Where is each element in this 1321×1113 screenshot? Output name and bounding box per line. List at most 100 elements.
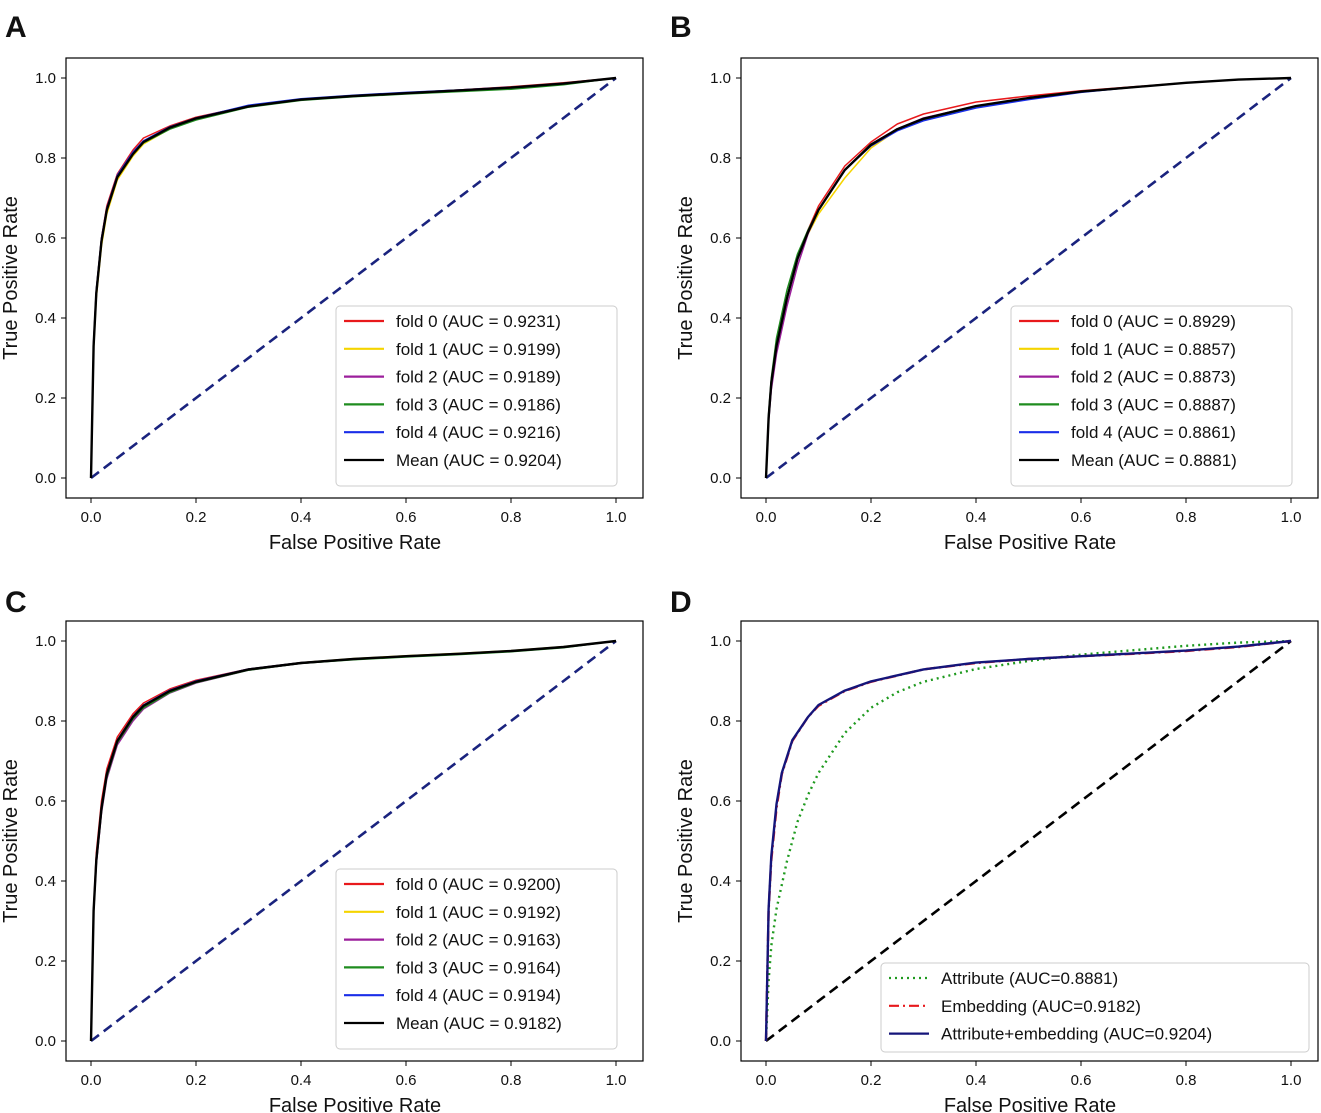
chance-diagonal-line [90, 639, 617, 1043]
legend-label: fold 2 (AUC = 0.9163) [396, 931, 561, 950]
x-tick-label: 0.6 [1071, 1072, 1092, 1089]
x-tick-label: 0.2 [186, 509, 207, 526]
x-tick-label: 0.2 [186, 1072, 207, 1089]
series-line-5 [89, 639, 617, 1042]
legend-label: Attribute+embedding (AUC=0.9204) [941, 1025, 1212, 1044]
legend: Attribute (AUC=0.8881) Embedding (AUC=0.9… [880, 962, 1310, 1053]
legend-label: fold 0 (AUC = 0.9231) [396, 312, 561, 331]
x-tick-label: 0.2 [861, 1072, 882, 1089]
plot-area: 0.0 0.2 0.4 0.6 0.8 1.0 0.0 0.2 0.4 0.6 0.8 1.0 Att… [710, 620, 1319, 1089]
panel-letter: D [670, 586, 692, 619]
y-axis-label: True Positive Rate [675, 759, 697, 923]
panel-d: D 0.0 0.2 0.4 0.6 0.8 1.0 0.0 0.2 0.4 0.6 0.8 1.0 A… [670, 586, 1319, 1113]
x-tick-label: 0.0 [756, 509, 777, 526]
x-axis-label: False Positive Rate [269, 532, 441, 554]
legend-box [335, 305, 618, 487]
legend-box [880, 962, 1310, 1053]
x-tick-label: 0.6 [396, 1072, 417, 1089]
legend-box [1010, 305, 1293, 487]
legend-label: fold 3 (AUC = 0.9186) [396, 395, 561, 414]
y-tick-label: 0.8 [35, 150, 56, 167]
y-tick-label: 1.0 [710, 70, 731, 87]
x-tick-label: 0.4 [291, 1072, 312, 1089]
legend-label: Attribute (AUC=0.8881) [941, 969, 1118, 988]
y-tick-label: 0.8 [35, 713, 56, 730]
legend-label: fold 4 (AUC = 0.9194) [396, 986, 561, 1005]
legend-label: fold 4 (AUC = 0.8861) [1071, 423, 1236, 442]
y-tick-label: 0.4 [710, 873, 731, 890]
panel-a: A 0.0 0.2 0.4 0.6 0.8 1.0 0.0 0.2 0.4 0.6 0.8 1.0 f… [0, 11, 644, 554]
x-tick-label: 0.0 [81, 1072, 102, 1089]
x-axis-label: False Positive Rate [269, 1095, 441, 1113]
x-tick-label: 0.2 [861, 509, 882, 526]
panel-letter: A [5, 11, 27, 44]
legend-label: fold 1 (AUC = 0.9192) [396, 903, 561, 922]
axes-frame [65, 57, 644, 499]
x-tick-label: 0.0 [756, 1072, 777, 1089]
axes-frame [740, 57, 1319, 499]
y-tick-label: 0.0 [710, 470, 731, 487]
legend-label: fold 2 (AUC = 0.9189) [396, 368, 561, 387]
x-tick-label: 0.4 [966, 1072, 987, 1089]
x-axis-label: False Positive Rate [944, 532, 1116, 554]
series-line-5 [764, 76, 1292, 479]
legend-label: fold 3 (AUC = 0.8887) [1071, 395, 1236, 414]
series-line-2 [764, 639, 1292, 1042]
x-tick-label: 0.8 [501, 1072, 522, 1089]
y-tick-label: 0.2 [35, 953, 56, 970]
y-tick-label: 0.2 [710, 953, 731, 970]
panel-letter: C [5, 586, 27, 619]
y-tick-label: 0.4 [35, 873, 56, 890]
x-tick-label: 0.8 [1176, 1072, 1197, 1089]
y-tick-label: 1.0 [35, 633, 56, 650]
y-tick-label: 0.6 [35, 793, 56, 810]
legend-label: fold 4 (AUC = 0.9216) [396, 423, 561, 442]
plot-area: 0.0 0.2 0.4 0.6 0.8 1.0 0.0 0.2 0.4 0.6 0.8 1.0 fol… [35, 57, 644, 526]
y-tick-label: 0.6 [710, 793, 731, 810]
legend-label: fold 0 (AUC = 0.9200) [396, 875, 561, 894]
legend-label: Mean (AUC = 0.8881) [1071, 451, 1237, 470]
y-tick-label: 0.4 [35, 310, 56, 327]
series-line-0 [764, 639, 1292, 1042]
panel-b: B 0.0 0.2 0.4 0.6 0.8 1.0 0.0 0.2 0.4 0.6 0.8 1.0 f… [670, 11, 1319, 554]
legend: fold 0 (AUC = 0.9200) fold 1 (AUC = 0.919… [335, 868, 618, 1050]
legend-label: fold 1 (AUC = 0.8857) [1071, 340, 1236, 359]
legend: fold 0 (AUC = 0.9231) fold 1 (AUC = 0.919… [335, 305, 618, 487]
y-tick-label: 0.8 [710, 713, 731, 730]
y-tick-label: 1.0 [35, 70, 56, 87]
x-tick-label: 1.0 [1281, 509, 1302, 526]
y-tick-label: 0.0 [35, 1033, 56, 1050]
chance-diagonal-line [765, 76, 1292, 480]
y-tick-label: 0.8 [710, 150, 731, 167]
x-tick-label: 0.4 [291, 509, 312, 526]
x-tick-label: 0.0 [81, 509, 102, 526]
legend-label: Embedding (AUC=0.9182) [941, 997, 1141, 1016]
y-axis-label: True Positive Rate [0, 196, 22, 360]
panel-c: C 0.0 0.2 0.4 0.6 0.8 1.0 0.0 0.2 0.4 0.6 0.8 1.0 f… [0, 586, 644, 1113]
y-axis-label: True Positive Rate [675, 196, 697, 360]
legend-label: fold 0 (AUC = 0.8929) [1071, 312, 1236, 331]
y-tick-label: 0.6 [35, 230, 56, 247]
x-tick-label: 1.0 [606, 1072, 627, 1089]
legend: fold 0 (AUC = 0.8929) fold 1 (AUC = 0.885… [1010, 305, 1293, 487]
x-tick-label: 1.0 [606, 509, 627, 526]
y-tick-label: 0.4 [710, 310, 731, 327]
y-tick-label: 0.0 [710, 1033, 731, 1050]
legend-box [335, 868, 618, 1050]
x-tick-label: 0.8 [501, 509, 522, 526]
plot-area: 0.0 0.2 0.4 0.6 0.8 1.0 0.0 0.2 0.4 0.6 0.8 1.0 fol… [35, 620, 644, 1089]
panel-letter: B [670, 11, 692, 44]
x-tick-label: 0.6 [1071, 509, 1092, 526]
series-line-5 [89, 76, 617, 479]
y-tick-label: 0.2 [710, 390, 731, 407]
legend-label: fold 2 (AUC = 0.8873) [1071, 368, 1236, 387]
legend-label: fold 3 (AUC = 0.9164) [396, 958, 561, 977]
y-tick-label: 1.0 [710, 633, 731, 650]
chance-diagonal-line [90, 76, 617, 480]
plot-area: 0.0 0.2 0.4 0.6 0.8 1.0 0.0 0.2 0.4 0.6 0.8 1.0 fol… [710, 57, 1319, 526]
axes-frame [740, 620, 1319, 1062]
y-tick-label: 0.2 [35, 390, 56, 407]
y-tick-label: 0.6 [710, 230, 731, 247]
legend-label: Mean (AUC = 0.9182) [396, 1014, 562, 1033]
